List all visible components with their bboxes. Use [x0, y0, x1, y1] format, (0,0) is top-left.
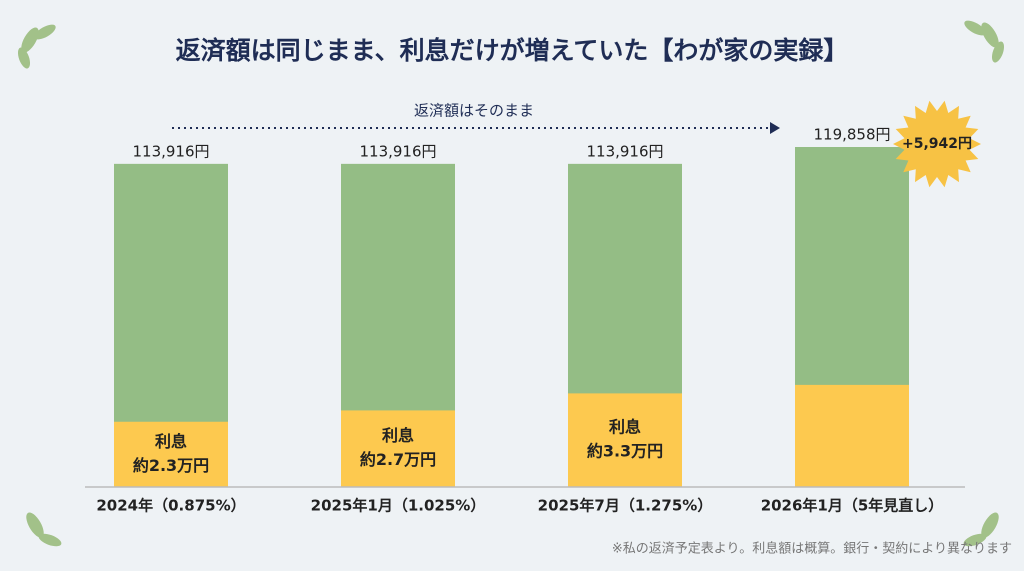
increase-label: +5,942円 [902, 136, 972, 152]
bar-interest [568, 393, 682, 487]
x-tick-label: 2026年1月（5年見直し） [761, 497, 944, 515]
arrow-label: 返済額はそのまま [414, 102, 534, 120]
increase-badge [893, 100, 981, 188]
total-label: 113,916円 [586, 142, 663, 160]
total-label: 113,916円 [359, 142, 436, 160]
total-label: 113,916円 [132, 142, 209, 160]
interest-label: 約3.3万円 [587, 442, 663, 461]
interest-name: 利息 [382, 426, 414, 445]
interest-label: 約2.3万円 [133, 456, 209, 475]
footnote: ※私の返済予定表より。利息額は概算。銀行・契約により異なります [612, 541, 1012, 557]
total-label: 119,858円 [813, 126, 890, 144]
bar-interest [341, 410, 455, 487]
arrow-head [770, 122, 780, 134]
bar-interest [114, 421, 228, 487]
leaf-decoration [17, 20, 1005, 547]
interest-name: 利息 [155, 432, 187, 451]
chart-title: 返済額は同じまま、利息だけが増えていた【わが家の実録】 [176, 36, 849, 65]
interest-name: 利息 [609, 418, 641, 437]
interest-label: 約2.7万円 [360, 450, 436, 469]
x-tick-label: 2024年（0.875%） [96, 497, 245, 515]
bar-interest [795, 384, 909, 487]
x-tick-label: 2025年1月（1.025%） [311, 497, 486, 515]
x-tick-label: 2025年7月（1.275%） [538, 497, 713, 515]
